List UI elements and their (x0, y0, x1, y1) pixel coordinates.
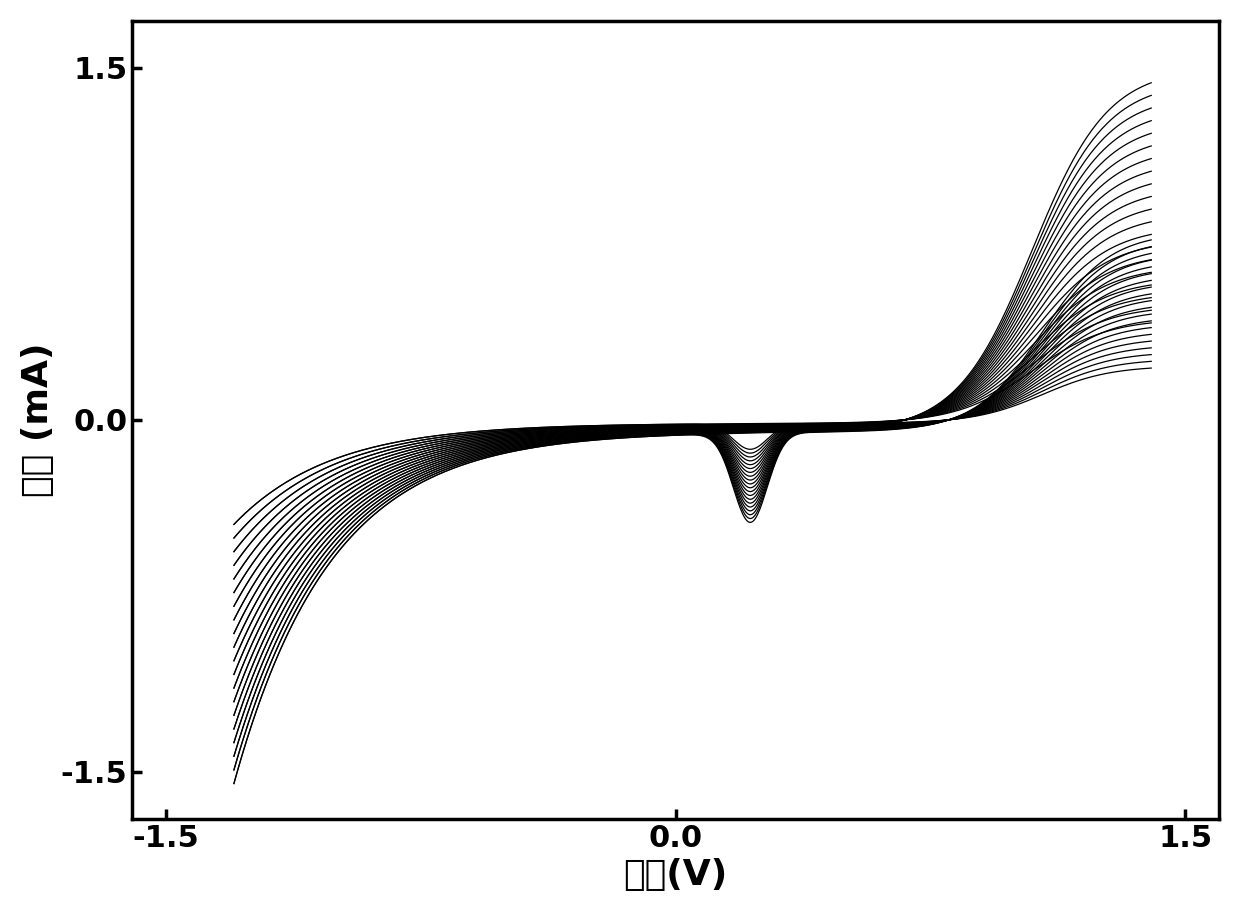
Y-axis label: 电流 (mA): 电流 (mA) (21, 342, 55, 497)
X-axis label: 电压(V): 电压(V) (624, 858, 728, 892)
